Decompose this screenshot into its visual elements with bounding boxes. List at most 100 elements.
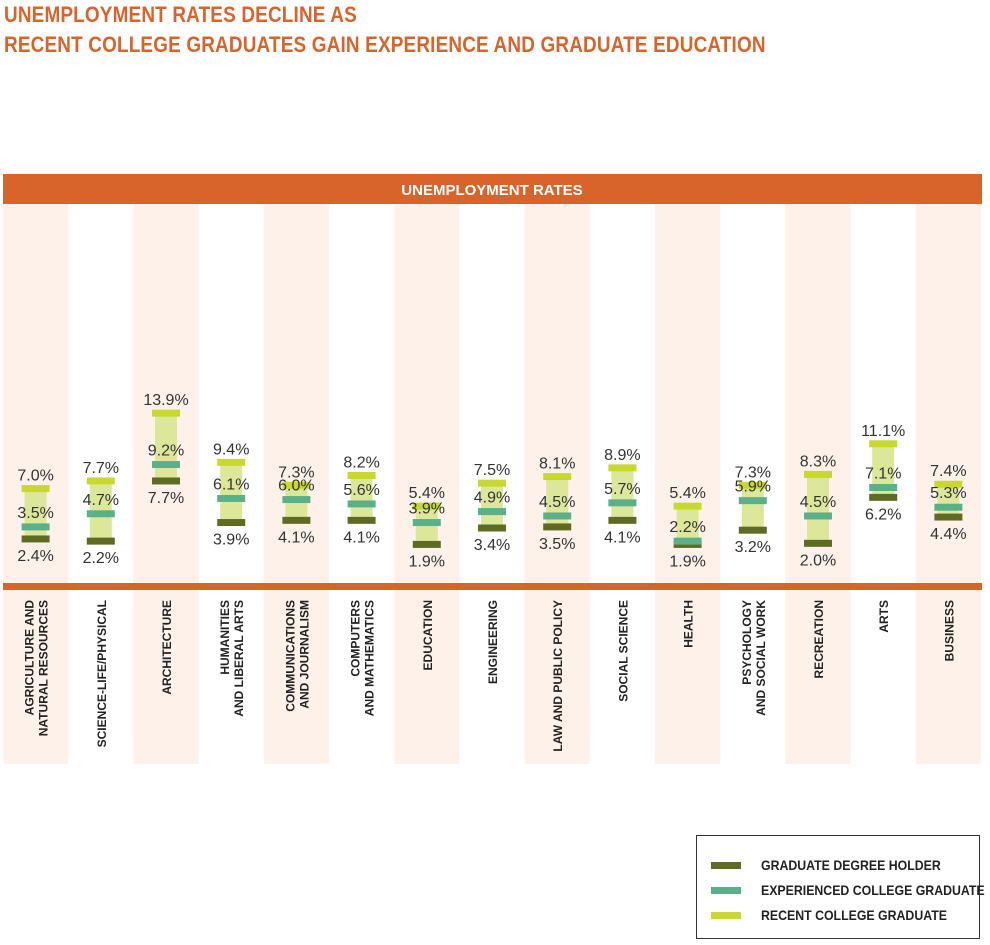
recent-value-label: 7.4%: [930, 463, 966, 480]
graduate-value-label: 4.4%: [930, 526, 966, 543]
category-label-line: COMPUTERS: [349, 600, 363, 677]
category-label-line: HUMANITIES: [218, 600, 232, 675]
legend-label-experienced: EXPERIENCED COLLEGE GRADUATE: [761, 882, 985, 898]
graduate-value-label: 7.7%: [148, 490, 184, 507]
recent-value-label: 11.1%: [861, 423, 905, 440]
experienced-value-label: 9.2%: [148, 443, 184, 460]
category-label-line: ARTS: [877, 600, 891, 633]
graduate-value-label: 2.4%: [17, 548, 53, 565]
recent-marker: [21, 485, 50, 493]
graduate-value-label: 4.1%: [343, 529, 379, 546]
category-label-line: SCIENCE-LIFE/PHYSICAL: [95, 600, 109, 747]
category-label: PSYCHOLOGY AND SOCIAL WORK: [740, 600, 768, 716]
range-fill: [872, 443, 895, 498]
experienced-marker: [21, 523, 50, 531]
recent-marker: [86, 477, 115, 485]
experienced-marker: [282, 496, 311, 504]
experienced-marker: [412, 519, 441, 527]
experienced-value-label: 3.5%: [17, 505, 53, 522]
legend-swatch-experienced: [711, 886, 741, 894]
experienced-marker: [804, 512, 832, 520]
category-label-line: AND JOURNALISM: [297, 600, 311, 709]
experienced-value-label: 5.9%: [735, 479, 771, 496]
range-fill: [220, 462, 243, 523]
category-label-line: EDUCATION: [421, 600, 435, 670]
graduate-marker: [217, 519, 246, 527]
category-label-line: HEALTH: [682, 600, 696, 648]
category-label-line: ENGINEERING: [486, 600, 500, 684]
category-label: COMPUTERS AND MATHEMATICS: [349, 600, 377, 716]
experienced-marker: [738, 497, 767, 505]
recent-value-label: 13.9%: [143, 392, 188, 409]
category-label: HEALTH: [682, 600, 696, 648]
graduate-marker: [804, 539, 832, 547]
legend-label-graduate: GRADUATE DEGREE HOLDER: [761, 857, 941, 873]
category-label: EDUCATION: [421, 600, 435, 670]
recent-value-label: 8.2%: [343, 454, 379, 471]
category-label: ARTS: [877, 600, 891, 633]
recent-value-label: 8.3%: [800, 453, 836, 470]
recent-marker: [804, 470, 832, 478]
column-stripe: [3, 204, 69, 764]
range-fill: [350, 475, 373, 521]
graduate-marker: [21, 535, 50, 543]
legend-item-experienced: EXPERIENCED COLLEGE GRADUATE: [711, 880, 990, 900]
recent-marker: [608, 464, 637, 472]
graduate-marker: [282, 516, 311, 524]
category-label: HUMANITIES AND LIBERAL ARTS: [218, 600, 246, 717]
graduate-value-label: 4.1%: [604, 529, 640, 546]
graduate-marker: [86, 537, 115, 545]
legend-swatch-recent: [711, 911, 741, 919]
recent-marker: [347, 471, 376, 479]
recent-marker: [543, 473, 572, 481]
recent-value-label: 5.4%: [669, 485, 705, 502]
category-label: COMMUNICATIONS AND JOURNALISM: [283, 600, 311, 712]
category-label-line: AGRICULTURE AND: [23, 600, 37, 716]
experienced-marker: [608, 499, 637, 507]
category-label: BUSINESS: [942, 600, 956, 661]
chart-baseline: [3, 583, 982, 590]
recent-marker: [152, 409, 180, 417]
category-label-line: LAW AND PUBLIC POLICY: [551, 600, 565, 752]
graduate-marker: [543, 523, 572, 531]
recent-value-label: 7.3%: [278, 464, 314, 481]
category-label-line: ARCHITECTURE: [160, 600, 174, 695]
chart-banner: [3, 174, 982, 204]
legend-item-recent: RECENT COLLEGE GRADUATE: [711, 905, 972, 925]
recent-value-label: 7.5%: [474, 462, 510, 479]
recent-marker: [478, 479, 506, 487]
graduate-value-label: 6.2%: [865, 506, 901, 523]
legend-swatch-graduate: [711, 861, 741, 869]
graduate-value-label: 3.2%: [735, 539, 771, 556]
legend-label-recent: RECENT COLLEGE GRADUATE: [761, 907, 947, 923]
range-fill: [807, 474, 829, 544]
category-label-line: AND SOCIAL WORK: [754, 600, 768, 716]
recent-value-label: 7.3%: [735, 464, 771, 481]
graduate-value-label: 3.4%: [474, 537, 510, 554]
experienced-marker: [934, 503, 963, 511]
legend-item-graduate: GRADUATE DEGREE HOLDER: [711, 855, 965, 875]
graduate-value-label: 3.5%: [539, 536, 575, 553]
recent-value-label: 8.1%: [539, 456, 575, 473]
recent-value-label: 7.0%: [17, 468, 53, 485]
graduate-value-label: 1.9%: [409, 553, 445, 570]
experienced-value-label: 4.5%: [539, 494, 575, 511]
graduate-marker: [478, 524, 506, 532]
graduate-marker: [347, 516, 376, 524]
column-stripe: [394, 204, 460, 764]
experienced-marker: [86, 510, 115, 518]
range-fill: [741, 485, 764, 531]
category-label-line: PSYCHOLOGY: [740, 600, 754, 685]
category-label-line: BUSINESS: [942, 600, 956, 661]
experienced-value-label: 6.0%: [278, 478, 314, 495]
chart-banner-label: UNEMPLOYMENT RATES: [401, 182, 582, 199]
category-label: SCIENCE-LIFE/PHYSICAL: [95, 600, 109, 747]
experienced-value-label: 4.5%: [800, 494, 836, 511]
range-fill: [611, 467, 634, 521]
category-label: SOCIAL SCIENCE: [616, 600, 630, 702]
chart-title-line-1: UNEMPLOYMENT RATES DECLINE AS: [4, 2, 357, 27]
recent-marker: [217, 458, 246, 466]
recent-value-label: 5.4%: [409, 485, 445, 502]
category-label: ENGINEERING: [486, 600, 500, 684]
